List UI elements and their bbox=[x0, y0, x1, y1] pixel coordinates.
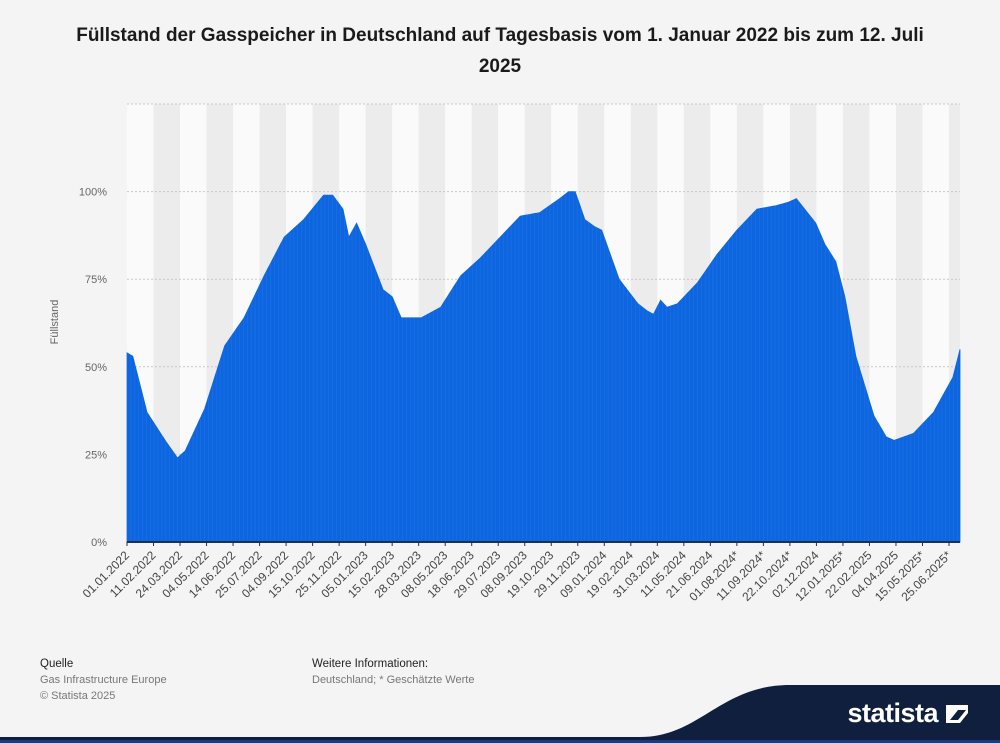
copyright: © Statista 2025 bbox=[40, 690, 116, 702]
y-axis-ticks: 0% 25% 50% 75% 100% bbox=[79, 187, 107, 549]
y-tick-label: 0% bbox=[91, 537, 107, 549]
statista-logo-text: statista bbox=[847, 698, 938, 728]
y-tick-label: 100% bbox=[79, 187, 107, 199]
source-heading: Quelle bbox=[40, 658, 74, 670]
bg-band bbox=[949, 104, 960, 542]
info-heading: Weitere Informationen: bbox=[312, 658, 429, 670]
y-tick-label: 50% bbox=[85, 362, 107, 374]
y-tick-label: 25% bbox=[85, 449, 107, 461]
chart-canvas: 0% 25% 50% 75% 100% 01.01.202211.02.202224.0… bbox=[49, 103, 961, 604]
series-area-fill bbox=[126, 191, 961, 543]
y-tick-label: 75% bbox=[85, 274, 107, 286]
x-axis-ticks: 01.01.202211.02.202224.03.202204.05.2022… bbox=[80, 542, 954, 604]
series-area bbox=[126, 104, 961, 543]
y-axis-label: Füllstand bbox=[49, 300, 61, 345]
info-block: Weitere Informationen: Deutschland; * Ge… bbox=[312, 656, 474, 688]
chart-title: Füllstand der Gasspeicher in Deutschland… bbox=[76, 25, 924, 77]
info-text: Deutschland; * Geschätzte Werte bbox=[312, 674, 475, 686]
statista-logo-icon bbox=[946, 705, 968, 723]
source-name: Gas Infrastructure Europe bbox=[40, 674, 167, 686]
source-block: Quelle Gas Infrastructure Europe © Stati… bbox=[40, 656, 167, 704]
